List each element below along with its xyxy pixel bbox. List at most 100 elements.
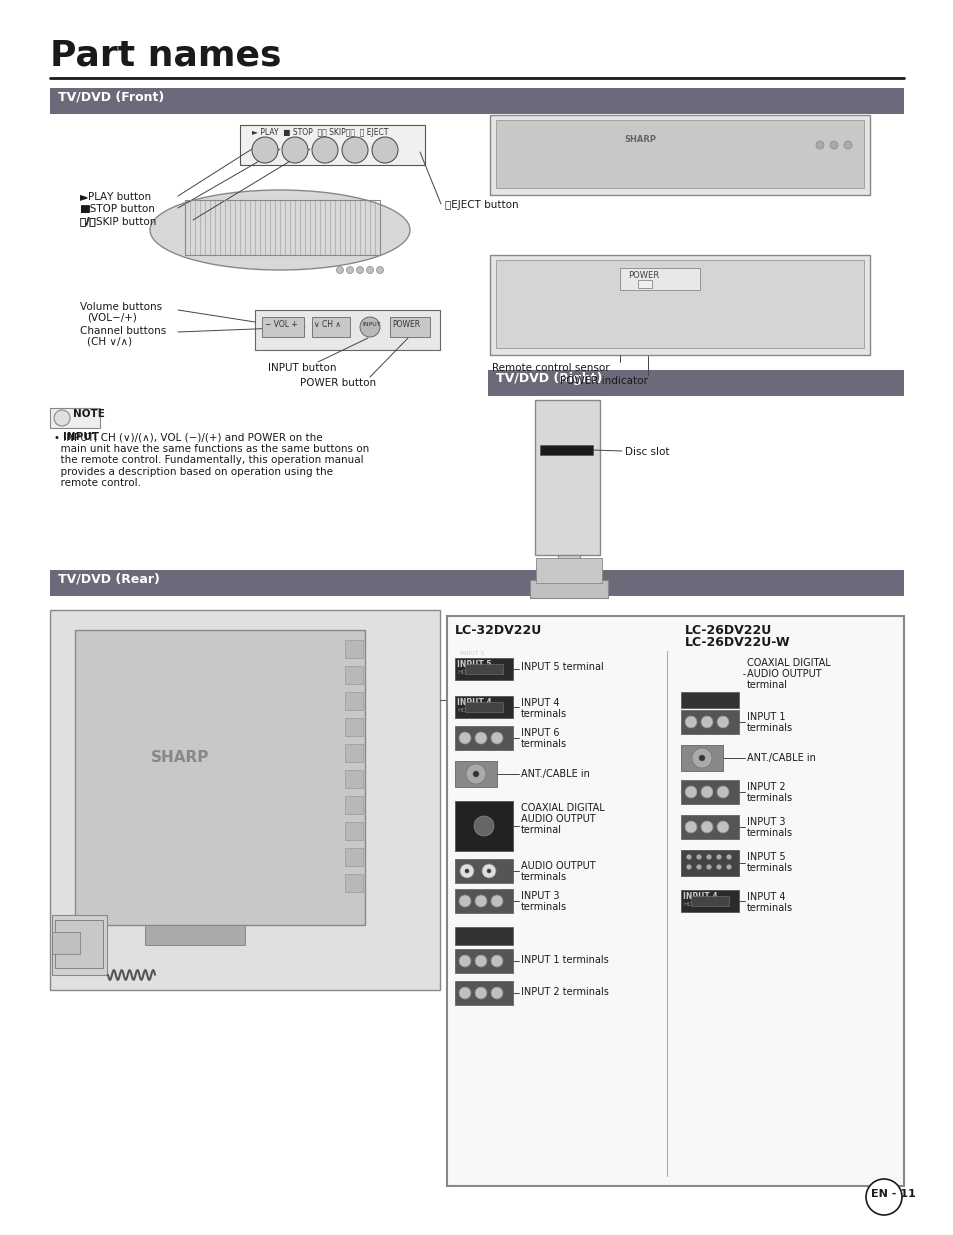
Text: AUDIO OUTPUT: AUDIO OUTPUT — [746, 669, 821, 679]
Circle shape — [696, 855, 700, 860]
Circle shape — [684, 716, 697, 727]
Bar — [496, 261, 863, 348]
Text: INPUT button: INPUT button — [268, 363, 336, 373]
Text: terminals: terminals — [746, 827, 792, 839]
Bar — [345, 874, 363, 892]
Circle shape — [696, 864, 700, 869]
Bar — [345, 848, 363, 866]
Bar — [254, 310, 439, 350]
Bar — [345, 797, 363, 814]
Bar — [680, 745, 722, 771]
Circle shape — [700, 785, 712, 798]
Bar — [312, 317, 350, 337]
Bar — [530, 580, 607, 598]
Bar — [455, 889, 513, 913]
Text: terminals: terminals — [520, 709, 566, 719]
Bar — [262, 317, 304, 337]
Text: Channel buttons: Channel buttons — [80, 326, 166, 336]
Bar — [496, 120, 863, 188]
Text: POWER: POWER — [627, 270, 659, 280]
Circle shape — [815, 141, 823, 149]
Bar — [690, 897, 728, 906]
Text: INPUT 2: INPUT 2 — [746, 782, 785, 792]
Text: terminals: terminals — [520, 902, 566, 911]
Circle shape — [700, 821, 712, 832]
Bar — [536, 558, 601, 583]
Bar — [638, 280, 651, 288]
Text: ⏫EJECT button: ⏫EJECT button — [444, 200, 518, 210]
Bar — [455, 948, 513, 973]
Bar — [345, 743, 363, 762]
Bar — [488, 370, 903, 396]
Ellipse shape — [150, 190, 410, 270]
Bar — [680, 692, 739, 708]
Circle shape — [458, 987, 471, 999]
Text: INPUT 1: INPUT 1 — [746, 713, 784, 722]
Text: INPUT 4: INPUT 4 — [746, 892, 784, 902]
Circle shape — [465, 764, 485, 784]
Text: SHARP: SHARP — [623, 135, 656, 144]
Bar — [455, 802, 513, 851]
Text: ►P​L​A​Y button: ►P​L​A​Y button — [80, 191, 151, 203]
Bar — [680, 850, 739, 876]
Text: SHARP: SHARP — [151, 750, 209, 764]
Text: POWER: POWER — [392, 320, 419, 329]
Circle shape — [346, 267, 354, 273]
Text: INPUT 5: INPUT 5 — [456, 659, 491, 669]
Circle shape — [491, 895, 502, 906]
Text: HDMI: HDMI — [456, 708, 474, 713]
Text: (CH ∨/∧): (CH ∨/∧) — [87, 337, 132, 347]
Text: terminals: terminals — [746, 793, 792, 803]
Text: INPUT 5: INPUT 5 — [746, 852, 785, 862]
Bar — [50, 571, 903, 597]
Circle shape — [458, 732, 471, 743]
Circle shape — [473, 771, 478, 777]
Text: INPUT 5: INPUT 5 — [459, 651, 484, 656]
Text: INPUT 5 terminal: INPUT 5 terminal — [520, 662, 603, 672]
Bar — [558, 555, 579, 585]
Circle shape — [458, 955, 471, 967]
Bar — [345, 718, 363, 736]
Circle shape — [829, 141, 837, 149]
Circle shape — [475, 987, 486, 999]
Bar — [455, 697, 513, 718]
Circle shape — [726, 864, 731, 869]
Bar — [455, 981, 513, 1005]
Text: COAXIAL DIGITAL: COAXIAL DIGITAL — [520, 803, 604, 813]
Circle shape — [54, 410, 70, 426]
Bar — [145, 925, 245, 945]
Circle shape — [491, 732, 502, 743]
Circle shape — [684, 821, 697, 832]
Text: TV/DVD (Rear): TV/DVD (Rear) — [58, 572, 160, 585]
Text: TV/DVD (Front): TV/DVD (Front) — [58, 90, 164, 103]
Bar — [680, 890, 739, 911]
Text: ⏪/⏩S​K​I​P button: ⏪/⏩S​K​I​P button — [80, 216, 156, 226]
Text: Remote control sensor: Remote control sensor — [492, 363, 609, 373]
Text: terminals: terminals — [520, 872, 566, 882]
Text: INPUT 6: INPUT 6 — [520, 727, 558, 739]
Bar — [464, 701, 502, 713]
Circle shape — [686, 864, 691, 869]
Bar — [455, 860, 513, 883]
Circle shape — [726, 855, 731, 860]
Bar — [345, 769, 363, 788]
Text: INPUT 4: INPUT 4 — [456, 698, 491, 706]
Text: ►: ► — [80, 191, 88, 203]
Circle shape — [359, 317, 379, 337]
Bar — [539, 445, 593, 454]
Circle shape — [475, 895, 486, 906]
Bar — [455, 927, 513, 945]
Bar — [464, 664, 502, 674]
Text: INPUT 1 terminals: INPUT 1 terminals — [520, 955, 608, 965]
Text: INPUT 2 terminals: INPUT 2 terminals — [520, 987, 608, 997]
Circle shape — [366, 267, 374, 273]
Text: HDMI: HDMI — [456, 671, 474, 676]
Bar — [680, 815, 739, 839]
Text: Volume buttons: Volume buttons — [80, 303, 162, 312]
Text: ■: ■ — [80, 204, 90, 214]
Circle shape — [475, 732, 486, 743]
Bar — [75, 630, 365, 925]
Bar — [50, 610, 439, 990]
Bar — [185, 200, 379, 254]
Bar — [52, 915, 107, 974]
